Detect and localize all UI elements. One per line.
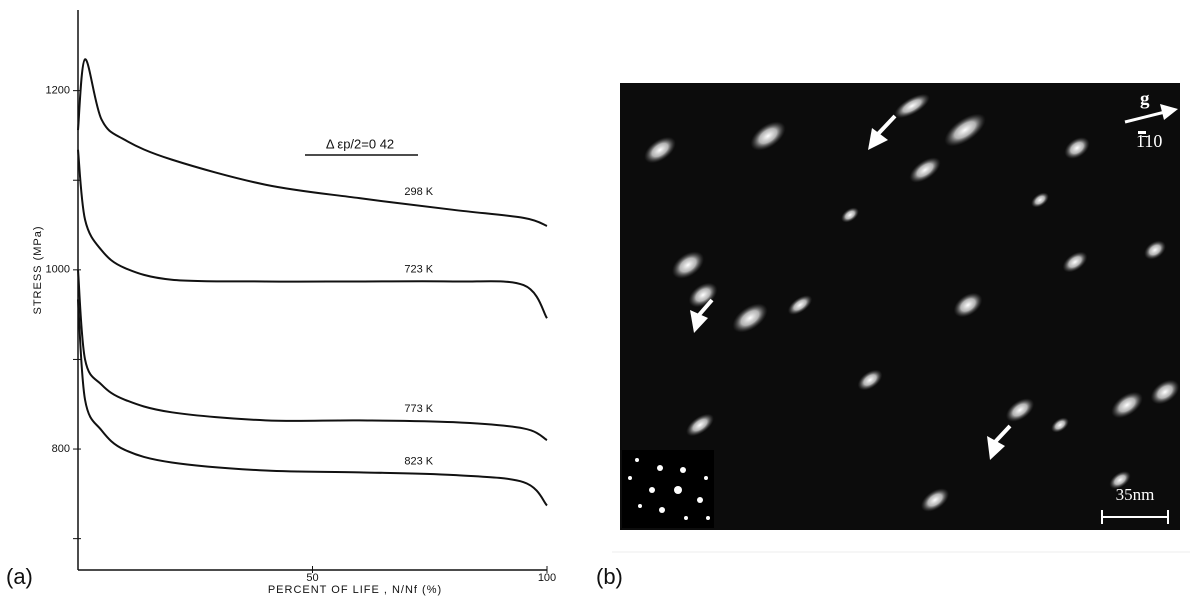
line <box>77 269 548 441</box>
diffraction-inset <box>622 450 714 528</box>
line <box>77 58 548 227</box>
arrows <box>690 104 1178 460</box>
x-axis-label: PERCENT OF LIFE , N/Nf (%) <box>268 584 442 596</box>
y-axis-label: STRESS (MPa) <box>32 225 44 314</box>
x-tick-label: 50 <box>306 572 318 584</box>
micrograph: 35nm g 1̄10 <box>620 83 1180 530</box>
series-label: 723 K <box>404 263 433 275</box>
series-label: 823 K <box>404 456 433 468</box>
line <box>77 149 548 319</box>
diffraction-spots <box>628 458 710 520</box>
x-tick-label: 100 <box>538 572 556 584</box>
precipitates <box>644 93 1180 512</box>
y-tick-label: 1200 <box>46 85 70 97</box>
annotation: Δ εp/2=0 42 <box>326 136 394 151</box>
diffraction-vector: g <box>1140 88 1150 109</box>
panel-label: (b) <box>596 564 623 589</box>
scale-bar-label: 35nm <box>1116 485 1155 504</box>
line <box>77 299 548 507</box>
panel-label: (a) <box>6 564 33 589</box>
y-tick-label: 1000 <box>46 264 70 276</box>
series-label: 773 K <box>404 403 433 415</box>
series-label: 298 K <box>404 186 433 198</box>
y-tick-label: 800 <box>52 443 70 455</box>
direction-label: 1̄10 <box>1136 131 1162 151</box>
